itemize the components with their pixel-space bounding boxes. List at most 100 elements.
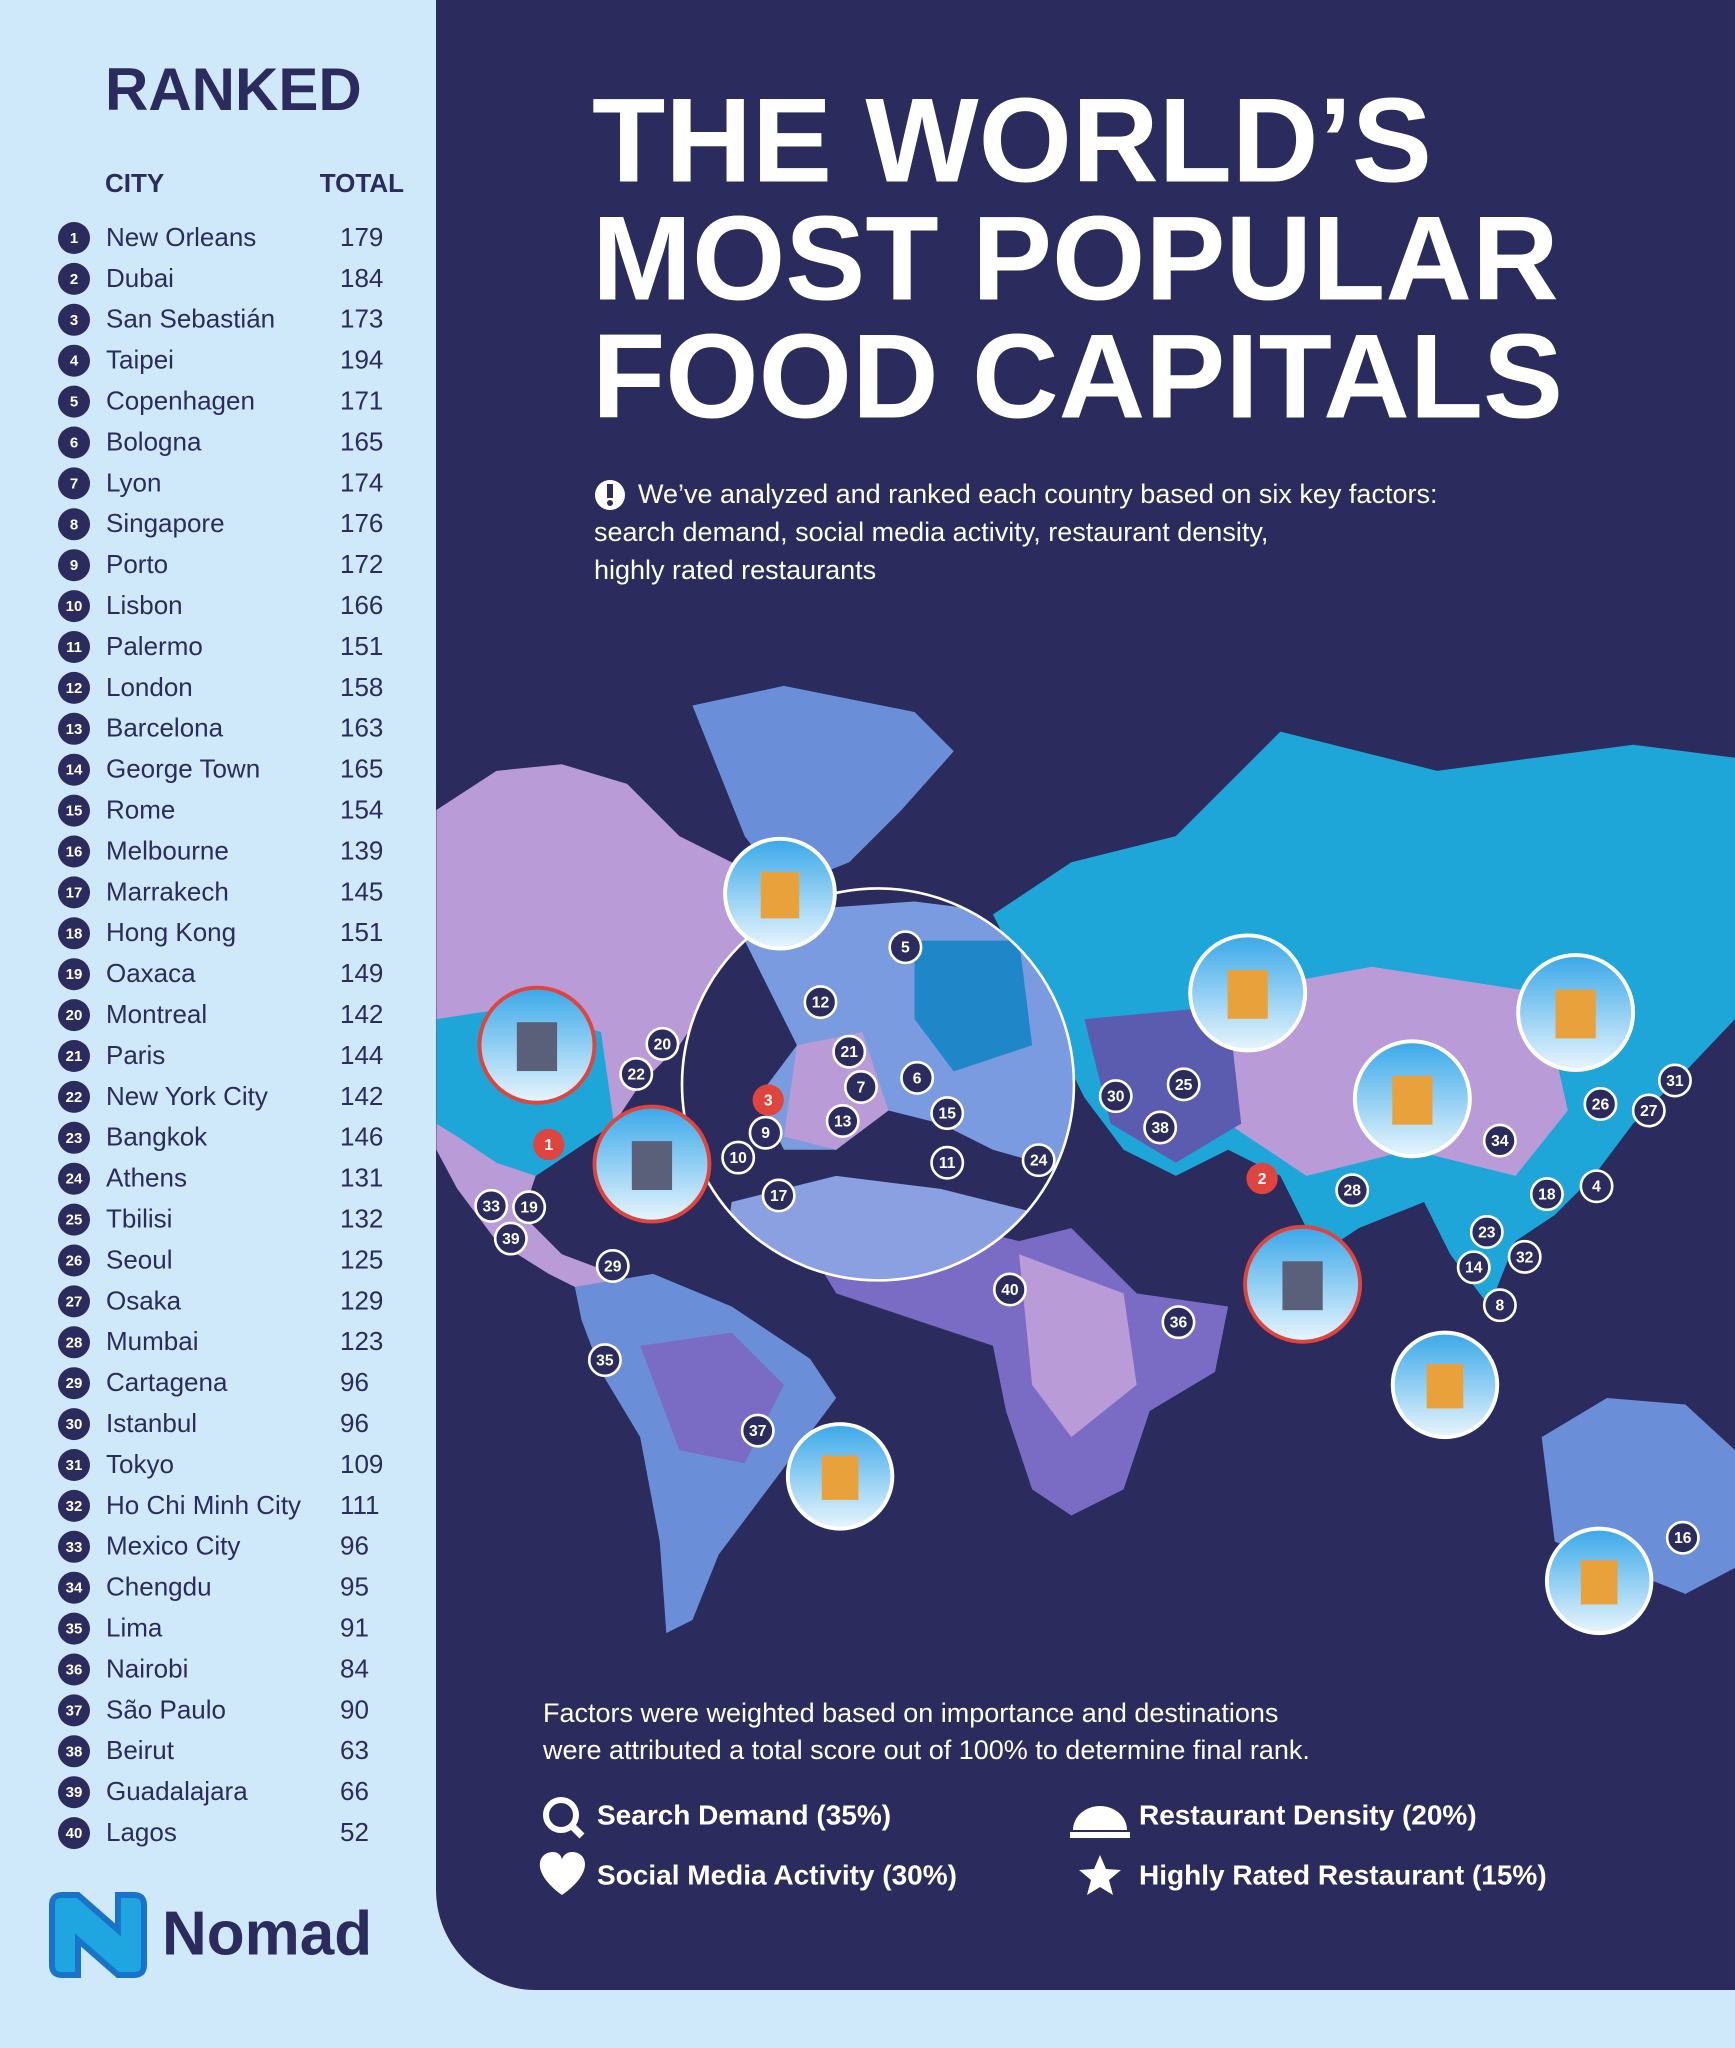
rank-badge [58, 1162, 90, 1195]
city-name: São Paulo [106, 1694, 226, 1724]
city-name: Osaka [106, 1285, 182, 1315]
map-marker-label: 8 [1496, 1298, 1505, 1315]
rank-badge [58, 1776, 90, 1809]
city-total: 176 [340, 508, 383, 538]
city-name: Bologna [106, 426, 202, 456]
city-name: London [106, 672, 193, 702]
rank-number: 10 [66, 598, 83, 615]
rank-number: 36 [66, 1661, 83, 1678]
rank-number: 5 [70, 394, 78, 411]
rank-number: 22 [66, 1089, 83, 1106]
city-total: 194 [340, 345, 383, 375]
map-marker [1021, 1143, 1056, 1178]
city-total: 179 [340, 222, 383, 252]
city-name: Montreal [106, 999, 207, 1029]
map-marker-label: 25 [1175, 1077, 1193, 1094]
city-name: Nairobi [106, 1653, 188, 1683]
map-marker-label: 13 [834, 1113, 852, 1130]
city-total: 145 [340, 876, 383, 906]
column-header: TOTAL [320, 168, 404, 198]
map-marker [803, 985, 838, 1020]
map-marker-label: 27 [1640, 1103, 1658, 1120]
landmark-building [821, 1455, 859, 1500]
map-marker [1631, 1093, 1666, 1128]
factor-label: Social Media Activity (30%) [597, 1859, 957, 1890]
city-total: 165 [340, 754, 383, 784]
map-marker [1657, 1063, 1692, 1098]
city-total: 66 [340, 1776, 369, 1806]
rank-number: 12 [66, 680, 83, 697]
rank-number: 24 [66, 1171, 83, 1188]
map-marker [533, 1128, 565, 1161]
map-marker [752, 1084, 784, 1116]
factor-label: Restaurant Density (20%) [1139, 1799, 1477, 1830]
city-name: Lyon [106, 467, 161, 497]
map-marker-label: 37 [749, 1423, 767, 1440]
rank-badge [58, 467, 90, 500]
rank-badge [58, 712, 90, 745]
rank-number: 14 [66, 762, 83, 779]
map-marker [1335, 1173, 1370, 1208]
map-marker-label: 11 [939, 1155, 956, 1172]
map-marker-label: 5 [901, 940, 910, 957]
map-marker [1482, 1123, 1517, 1158]
rank-number: 3 [70, 312, 78, 329]
map-marker [1507, 1239, 1542, 1274]
factor-label: Search Demand (35%) [597, 1799, 891, 1830]
rank-badge [58, 1612, 90, 1645]
rank-number: 21 [66, 1048, 83, 1065]
city-total: 158 [340, 672, 383, 702]
rank-badge [58, 1653, 90, 1686]
city-total: 174 [340, 467, 383, 497]
map-marker [1579, 1169, 1614, 1204]
rank-badge [58, 1040, 90, 1072]
rank-number: 35 [66, 1621, 83, 1638]
city-name: Istanbul [106, 1408, 197, 1438]
city-total: 111 [340, 1490, 380, 1520]
rank-number: 29 [66, 1375, 83, 1392]
rank-badge [58, 1449, 90, 1481]
rank-badge [58, 917, 90, 950]
city-name: New Orleans [106, 222, 256, 252]
city-name: Porto [106, 549, 168, 579]
rank-badge [58, 1735, 90, 1768]
rank-number: 32 [66, 1498, 83, 1515]
rank-badge [58, 1326, 90, 1359]
city-total: 109 [340, 1449, 383, 1479]
rank-badge [58, 1489, 90, 1522]
search-icon [543, 1797, 579, 1833]
factor-label: Highly Rated Restaurant (15%) [1139, 1859, 1547, 1890]
city-total: 166 [340, 590, 383, 620]
rank-badge [58, 999, 90, 1032]
map-marker-label: 4 [1592, 1179, 1601, 1196]
rank-number: 26 [66, 1252, 83, 1269]
rank-number: 9 [70, 557, 78, 574]
city-total: 52 [340, 1817, 369, 1847]
rank-number: 4 [70, 353, 79, 370]
map-marker-label: 29 [604, 1258, 622, 1275]
city-name: Oaxaca [106, 958, 196, 988]
city-name: Lagos [106, 1817, 177, 1847]
map-marker-label: 28 [1344, 1183, 1362, 1200]
map-marker-label: 3 [764, 1093, 773, 1110]
rank-number: 37 [66, 1702, 83, 1719]
city-name: Marrakech [106, 876, 229, 906]
cloche-icon [1070, 1806, 1130, 1838]
methodology: were attributed a total score out of 100… [542, 1735, 1310, 1765]
map-marker-label: 22 [628, 1066, 646, 1083]
map-marker-label: 36 [1170, 1315, 1188, 1332]
rank-badge [58, 631, 90, 663]
methodology: Factors were weighted based on importanc… [543, 1698, 1278, 1728]
city-total: 90 [340, 1694, 369, 1724]
city-total: 154 [340, 794, 383, 824]
rank-number: 34 [66, 1580, 83, 1597]
city-name: Lima [106, 1612, 163, 1642]
city-name: New York City [106, 1081, 268, 1111]
map-marker-label: 38 [1151, 1120, 1169, 1137]
map-marker-label: 32 [1516, 1249, 1534, 1266]
city-total: 142 [340, 999, 383, 1029]
map-marker [595, 1249, 630, 1283]
map-marker [1456, 1250, 1491, 1285]
city-name: Beirut [106, 1735, 175, 1765]
map-marker [900, 1060, 935, 1095]
